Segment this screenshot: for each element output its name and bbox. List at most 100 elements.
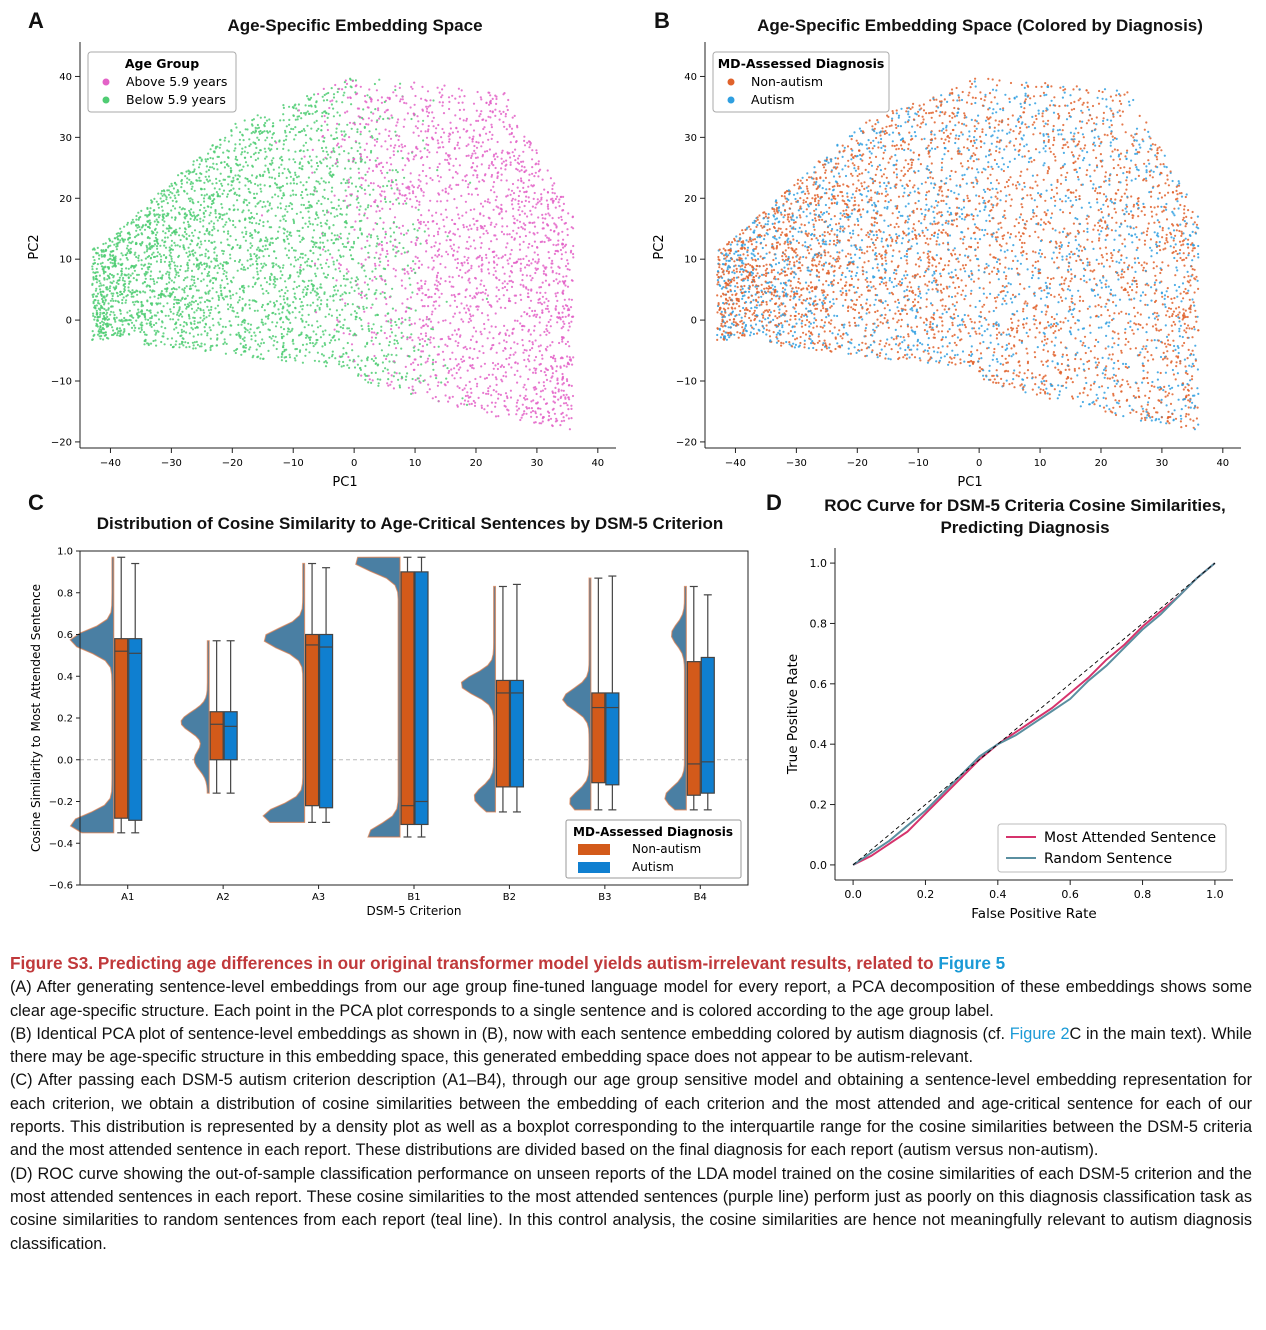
x-tick-label: −30 [161, 458, 182, 469]
box-autism-A2 [223, 711, 238, 761]
x-tick-label: −40 [725, 458, 746, 469]
box-autism-A3 [318, 633, 334, 809]
chance-line [852, 562, 1216, 866]
legend-title: MD-Assessed Diagnosis [718, 56, 885, 71]
y-tick-label: −0.2 [49, 797, 73, 808]
panel-c-letter: C [28, 490, 44, 515]
legend-label: Non-autism [632, 842, 701, 856]
x-tick-label: 0.0 [844, 888, 862, 901]
y-tick-label: 1.0 [57, 547, 73, 558]
x-tick-label: −30 [786, 458, 807, 469]
x-tick-label: 0.8 [1134, 888, 1152, 901]
x-tick-label: 20 [470, 458, 483, 469]
legend-swatch [578, 862, 610, 873]
caption-para-b-start: (B) Identical PCA plot of sentence-level… [10, 1024, 1010, 1043]
density-A2 [180, 640, 210, 794]
box-non-autism-B1 [400, 571, 415, 826]
legend-label: Above 5.9 years [126, 74, 227, 89]
y-tick-label: 30 [59, 133, 72, 144]
y-tick-label: 0.4 [810, 738, 828, 751]
caption-title-ref[interactable]: Figure 5 [938, 953, 1006, 973]
x-tick-label: B1 [407, 892, 420, 903]
panel-d-title-line1: ROC Curve for DSM-5 Criteria Cosine Simi… [824, 496, 1226, 515]
x-axis-label: PC1 [332, 475, 357, 490]
box-non-autism-B2 [495, 679, 511, 788]
box-non-autism-A1 [114, 638, 129, 819]
legend-title: Age Group [125, 56, 199, 71]
y-axis-label: Cosine Similarity to Most Attended Sente… [29, 584, 43, 852]
scatter-points [716, 77, 1200, 431]
x-tick-label: 0 [351, 458, 357, 469]
legend: MD-Assessed Diagnosis Non-autism Autism [712, 51, 890, 113]
box-autism-B4 [700, 656, 715, 794]
y-tick-label: 0.8 [810, 617, 828, 630]
x-axis-label: False Positive Rate [971, 906, 1096, 922]
x-axis-label: PC1 [957, 475, 982, 490]
panel-c-boxplot: A1 A2 A3 B1 B2 B3 B4 −0.6 −0.4 −0.2 0.0 0.2 0.4 0.6 0.… [29, 547, 749, 918]
roc-line-1 [852, 562, 1216, 866]
panel-a-scatter: −40 −30 −20 −10 0 10 20 30 40 −20 −10 0 10 20 30 40 PC1 P… [27, 42, 616, 490]
x-tick-label: −20 [222, 458, 243, 469]
density-B3 [561, 577, 592, 811]
roc-line-0 [852, 562, 1216, 866]
x-tick-label: 0.6 [1061, 888, 1079, 901]
density-B2 [460, 585, 497, 813]
legend-box [87, 51, 237, 113]
x-tick-label: −10 [283, 458, 304, 469]
panel-d-roc: 0.0 0.2 0.4 0.6 0.8 1.0 0.0 0.2 0.4 0.6 0.8 1.0 Fals… [785, 548, 1233, 922]
x-tick-label: B4 [694, 892, 707, 903]
x-tick-label: 0.4 [989, 888, 1007, 901]
x-tick-label: B3 [598, 892, 611, 903]
scatter-points [91, 77, 575, 431]
legend: Most Attended Sentence Random Sentence [997, 823, 1227, 873]
figure-caption: Figure S3. Predicting age differences in… [10, 952, 1252, 1256]
legend-box [712, 51, 890, 113]
density-B4 [664, 585, 687, 811]
y-tick-label: 0.6 [810, 678, 828, 691]
caption-para-a: (A) After generating sentence-level embe… [10, 978, 1252, 1020]
density-A3 [262, 562, 306, 824]
y-tick-label: −20 [51, 437, 72, 448]
legend-marker [727, 96, 735, 104]
x-tick-label: 10 [409, 458, 422, 469]
x-tick-label: −20 [847, 458, 868, 469]
box-autism-B2 [509, 679, 525, 788]
legend-label: Most Attended Sentence [1044, 830, 1216, 846]
caption-para-b-ref[interactable]: Figure 2 [1009, 1024, 1070, 1043]
y-tick-label: 30 [684, 133, 697, 144]
y-tick-label: 0 [66, 316, 72, 327]
density-A1 [69, 556, 115, 834]
x-tick-label: 30 [1156, 458, 1169, 469]
y-tick-label: 0.0 [810, 859, 828, 872]
box-autism-B1 [414, 571, 429, 826]
y-tick-label: −0.6 [49, 881, 73, 892]
y-axis-label: PC2 [27, 234, 42, 259]
box-non-autism-B4 [686, 661, 701, 796]
x-tick-label: 1.0 [1206, 888, 1224, 901]
x-tick-label: 0 [976, 458, 982, 469]
y-tick-label: 0 [691, 316, 697, 327]
density-B1 [355, 556, 401, 838]
panel-a-letter: A [28, 8, 44, 33]
y-tick-label: 40 [59, 72, 72, 83]
caption-para-c: (C) After passing each DSM-5 autism crit… [10, 1071, 1252, 1160]
x-axis-label: DSM-5 Criterion [367, 904, 462, 918]
x-tick-label: 0.2 [917, 888, 935, 901]
panel-d-title-line2: Predicting Diagnosis [940, 518, 1110, 537]
y-tick-label: 10 [59, 255, 72, 266]
panel-b-scatter: −40 −30 −20 −10 0 10 20 30 40 −20 −10 0 10 20 30 40 PC1 P… [652, 42, 1241, 490]
legend-marker [102, 78, 110, 86]
legend-label: Random Sentence [1044, 851, 1172, 867]
legend-label: Autism [751, 92, 795, 107]
legend-box [997, 823, 1227, 873]
legend-marker [727, 78, 735, 86]
y-axis-label: PC2 [652, 234, 667, 259]
y-tick-label: 0.4 [57, 672, 73, 683]
panel-b-title: Age-Specific Embedding Space (Colored by… [757, 16, 1203, 35]
panel-b-letter: B [654, 8, 670, 33]
x-tick-label: 30 [531, 458, 544, 469]
y-tick-label: 0.2 [810, 799, 828, 812]
legend-swatch [578, 844, 610, 855]
y-axis-label: True Positive Rate [785, 654, 801, 775]
caption-para-b-end: C in the main text). While there may be … [10, 1024, 1252, 1067]
